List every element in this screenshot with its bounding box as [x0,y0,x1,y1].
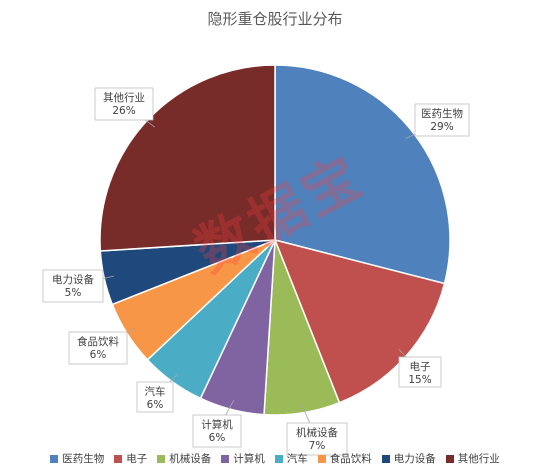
legend-item: 计算机 [221,451,265,466]
legend-item: 其他行业 [445,451,500,466]
data-label-value: 5% [65,287,82,299]
legend-swatch [221,454,230,463]
data-label-box [414,103,470,137]
legend-label: 计算机 [233,453,265,465]
data-label-name: 其他行业 [103,91,145,104]
legend-swatch [157,454,166,463]
data-label-name: 医药生物 [421,107,463,120]
data-label-value: 15% [408,374,431,386]
legend-swatch [274,454,283,463]
data-label-box [136,381,174,413]
data-label-box [42,269,104,303]
legend-label: 机械设备 [169,453,212,465]
legend-swatch [381,454,390,463]
data-label-value: 26% [112,105,135,117]
data-label-box [286,422,348,456]
legend-item: 机械设备 [157,451,211,466]
legend-swatch [114,454,123,463]
legend-swatch [50,454,59,463]
pie-slice [274,64,451,285]
legend-item: 医药生物 [50,451,104,466]
data-label-value: 29% [430,121,453,133]
legend-swatch [445,454,454,463]
data-label-value: 6% [209,432,226,444]
legend-swatch [317,454,326,463]
legend-item: 电子 [114,451,147,466]
legend-label: 食品饮料 [329,453,372,465]
data-label-name: 电子 [410,360,431,373]
data-label-value: 6% [90,349,107,361]
data-label-box [68,331,128,365]
chart-title: 隐形重仓股行业分布 [207,10,343,28]
data-label-name: 机械设备 [296,426,338,439]
pie-slice [273,238,446,404]
legend-item: 汽车 [274,451,308,466]
data-label-value: 7% [309,440,326,452]
data-label-name: 汽车 [145,385,166,398]
data-label-name: 计算机 [201,418,233,431]
data-label-box [192,414,242,448]
data-label-name: 食品饮料 [77,335,119,348]
legend-label: 其他行业 [457,453,500,465]
legend-item: 电力设备 [381,451,436,466]
legend-label: 医药生物 [62,453,105,465]
legend-item: 食品饮料 [317,451,372,466]
data-label-name: 电力设备 [52,273,94,286]
legend-label: 电子 [126,453,148,465]
chart-legend: 医药生物 电子 机械设备 计算机 汽车 食品饮料 电力设备 其他行业 [0,451,550,466]
data-label-value: 6% [147,399,164,411]
data-label-box [398,356,442,388]
data-label-box [94,87,154,121]
legend-label: 汽车 [286,453,308,465]
legend-label: 电力设备 [393,453,436,465]
